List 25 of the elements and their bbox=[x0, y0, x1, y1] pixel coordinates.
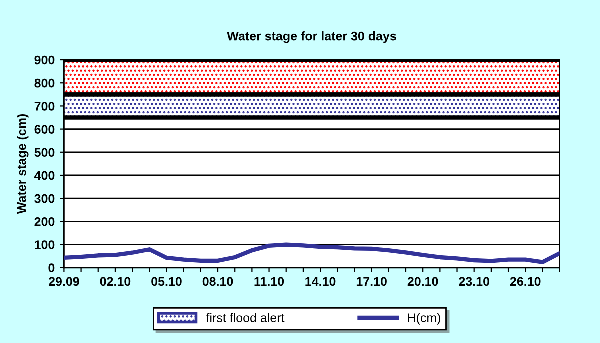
x-tick-label: 14.10 bbox=[306, 277, 336, 286]
legend-label: first flood alert bbox=[206, 313, 285, 322]
y-tick-label: 400 bbox=[34, 171, 55, 180]
y-tick-label: 200 bbox=[34, 217, 55, 226]
y-axis-title: Water stage (cm) bbox=[17, 114, 29, 214]
x-tick-label: 20.10 bbox=[408, 277, 438, 286]
y-tick-label: 700 bbox=[34, 102, 55, 111]
x-tick-label: 17.10 bbox=[356, 277, 387, 286]
legend-label: H(cm) bbox=[408, 313, 440, 325]
y-tick-label: 0 bbox=[48, 264, 55, 273]
x-tick-label: 08.10 bbox=[202, 277, 234, 286]
y-tick-label: 500 bbox=[34, 148, 55, 158]
x-tick-label: 05.10 bbox=[152, 277, 182, 286]
x-tick-label: 11.10 bbox=[254, 277, 284, 286]
y-tick-label: 100 bbox=[35, 240, 55, 250]
line-series bbox=[64, 242, 560, 264]
y-tick-label: 800 bbox=[34, 78, 55, 88]
y-tick-label: 900 bbox=[34, 56, 55, 65]
x-tick-label: 26.10 bbox=[510, 277, 541, 286]
chart-title: Water stage for later 30 days bbox=[227, 32, 396, 44]
x-tick-label: 02.10 bbox=[100, 277, 131, 286]
x-tick-label: 23.10 bbox=[459, 277, 490, 286]
x-tick-label: 29.09 bbox=[48, 277, 80, 286]
y-tick-label: 300 bbox=[34, 194, 55, 204]
y-tick-label: 600 bbox=[34, 125, 55, 134]
